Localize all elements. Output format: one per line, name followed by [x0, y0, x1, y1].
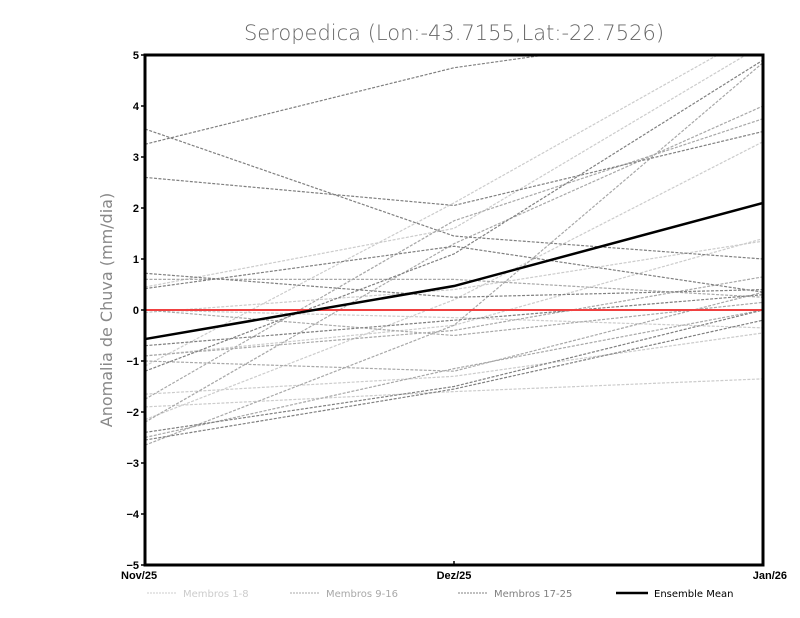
member-line-g3-5	[145, 245, 763, 293]
y-tick-label: 2	[133, 203, 139, 215]
y-tick-label: −4	[126, 509, 139, 521]
member-line-g3-7	[145, 59, 763, 372]
member-line-g1-5	[145, 378, 763, 408]
member-line-g3-4	[145, 272, 763, 298]
legend: Membros 1-8 Membros 9-16 Membros 17-25 Ense…	[147, 589, 733, 600]
member-line-g3-3	[145, 130, 763, 207]
member-line-g2-2	[145, 118, 763, 400]
member-line-g1-1	[145, 55, 748, 288]
y-tick-label: −1	[126, 356, 139, 368]
x-tick-label: Jan/26	[753, 570, 787, 582]
legend-label: Ensemble Mean	[654, 589, 733, 600]
member-line-g2-6	[145, 301, 763, 337]
x-tick-label: Dez/25	[437, 570, 472, 582]
y-tick-label: −2	[126, 407, 139, 419]
y-ticks: 5 4 3 2 1 0 −1 −2 −3 −4 −5	[126, 50, 145, 572]
legend-label: Membros 9-16	[326, 589, 398, 600]
member-line-g1-7	[145, 309, 763, 329]
y-tick-label: 4	[133, 101, 140, 113]
member-line-g2-5	[145, 278, 763, 298]
member-line-g2-8	[145, 309, 763, 439]
legend-label: Membros 1-8	[183, 589, 249, 600]
member-line-g3-8	[145, 309, 763, 433]
x-ticks: Nov/25 Dez/25 Jan/26	[121, 561, 787, 582]
member-line-g2-4	[145, 62, 763, 446]
member-line-g3-2	[145, 128, 763, 260]
y-tick-label: 0	[133, 305, 139, 317]
y-tick-label: 5	[133, 50, 139, 62]
y-axis-label: Anomalia de Chuva (mm/dia)	[97, 193, 116, 427]
member-line-g2-3	[145, 105, 763, 423]
member-lines	[145, 55, 763, 446]
member-line-g2-7	[145, 291, 763, 372]
chart-title: Seropedica (Lon:-43.7155,Lat:-22.7526)	[244, 21, 664, 45]
member-line-g1-3	[145, 55, 719, 367]
member-line-g1-6	[145, 141, 763, 421]
member-line-g2-1	[145, 276, 763, 357]
x-tick-label: Nov/25	[121, 570, 157, 582]
ensemble-mean-line	[144, 201, 764, 341]
y-tick-label: −3	[126, 458, 139, 470]
member-line-g3-6	[145, 294, 763, 347]
y-tick-label: 1	[133, 254, 139, 266]
member-line-g3-9	[145, 319, 763, 441]
member-line-g1-4	[145, 332, 763, 395]
member-line-g1-2	[145, 240, 763, 314]
member-line-g3-1	[145, 55, 550, 145]
y-tick-label: −5	[126, 560, 139, 572]
y-tick-label: 3	[133, 152, 139, 164]
legend-label: Membros 17-25	[494, 589, 572, 600]
